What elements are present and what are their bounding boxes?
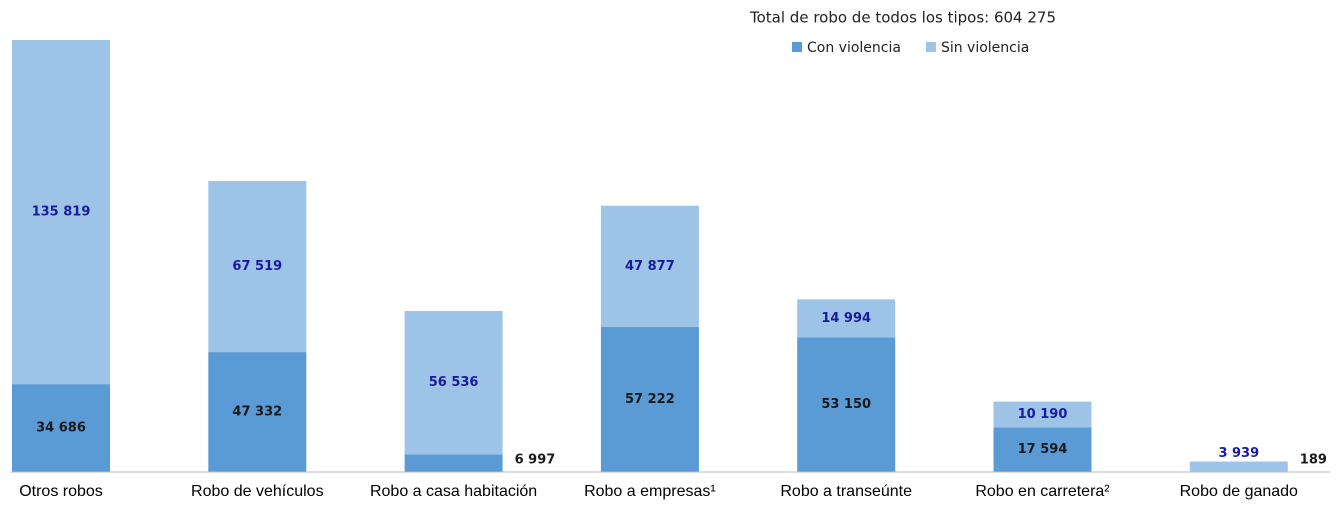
chart-title: Total de robo de todos los tipos: 604 27… xyxy=(749,9,1056,27)
x-tick-label: Robo a transeúnte xyxy=(780,483,913,500)
value-label: 34 686 xyxy=(36,421,86,436)
value-label: 67 519 xyxy=(232,259,282,274)
value-label: 57 222 xyxy=(625,392,675,407)
value-label: 135 819 xyxy=(32,205,91,220)
bar-segment xyxy=(993,401,1092,428)
value-label: 47 332 xyxy=(232,405,282,420)
bar-segment xyxy=(404,311,503,455)
value-label: 10 190 xyxy=(1018,407,1068,422)
x-tick-label: Otros robos xyxy=(19,483,103,500)
bar-segment xyxy=(12,40,110,385)
value-label: 189 xyxy=(1300,453,1327,468)
value-label: 47 877 xyxy=(625,259,675,274)
x-tick-label: Robo a casa habitación xyxy=(369,483,538,500)
value-label: 53 150 xyxy=(821,397,871,412)
value-label: 56 536 xyxy=(429,375,479,390)
bar-segment xyxy=(404,454,503,472)
x-tick-label: Robo a empresas¹ xyxy=(584,483,716,500)
bar-segment xyxy=(600,205,699,328)
bar-segment xyxy=(208,352,307,472)
bar-segment xyxy=(797,299,896,338)
x-tick-label: Robo en carretera² xyxy=(975,483,1110,500)
legend-label: Sin violencia xyxy=(941,40,1029,56)
bar-segment xyxy=(600,327,699,472)
bar-segment xyxy=(797,337,896,472)
legend-swatch xyxy=(792,42,802,52)
value-label: 14 994 xyxy=(821,311,871,326)
bar-segment xyxy=(12,384,110,472)
x-tick-label: Robo de ganado xyxy=(1179,483,1298,500)
value-label: 6 997 xyxy=(515,453,556,468)
bar-segment xyxy=(208,181,307,353)
bar-segment xyxy=(993,427,1092,472)
legend-label: Con violencia xyxy=(807,40,901,56)
value-label: 17 594 xyxy=(1018,442,1068,457)
bar-segment xyxy=(1189,461,1288,472)
x-tick-label: Robo de vehículos xyxy=(191,483,324,500)
value-label: 3 939 xyxy=(1218,446,1259,461)
legend-swatch xyxy=(925,42,936,52)
